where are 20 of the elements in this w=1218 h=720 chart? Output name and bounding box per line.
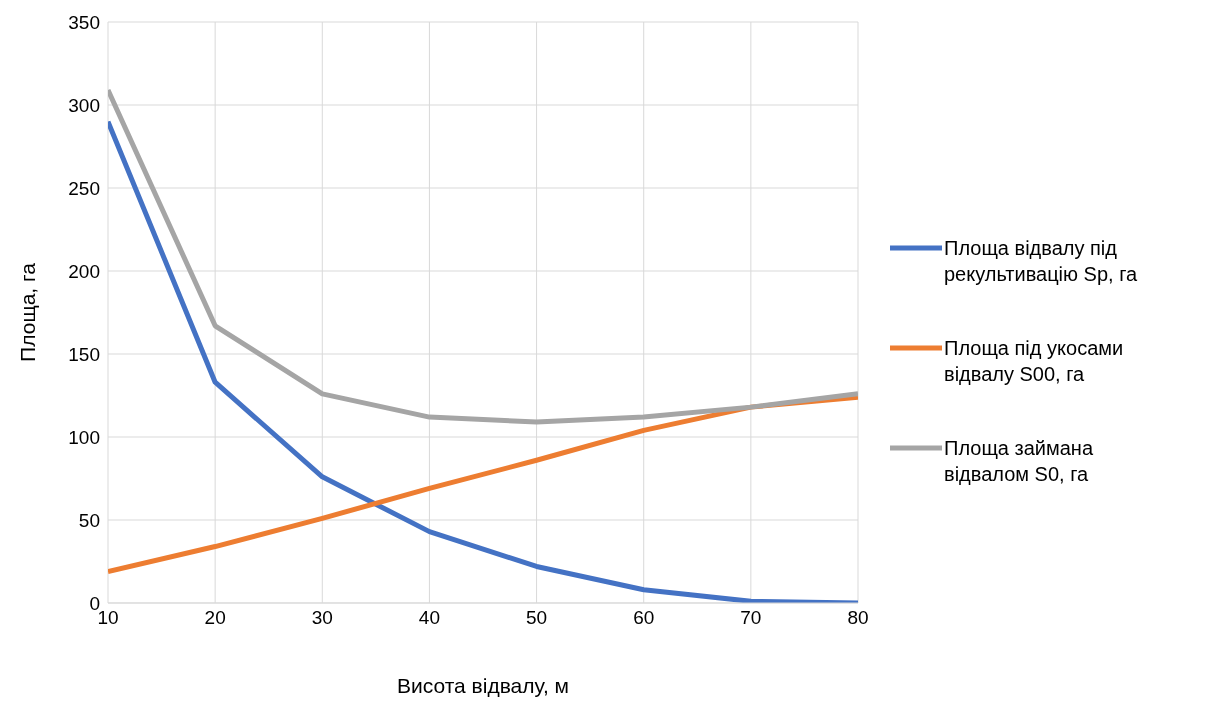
y-tick-label: 150 — [68, 343, 100, 365]
x-tick-label: 50 — [526, 607, 548, 629]
y-axis-title: Площа, га — [16, 262, 40, 362]
y-tick-label: 350 — [68, 11, 100, 33]
x-tick-label: 20 — [204, 607, 226, 629]
legend-label: Площа займана відвалом S0, га — [944, 435, 1095, 487]
x-tick-label: 40 — [418, 607, 440, 629]
y-tick-label: 300 — [68, 94, 100, 116]
legend-label: Площа відвалу під рекультивацію Sр, га — [944, 235, 1139, 287]
legend-label: Площа під укосами відвалу S00, га — [944, 335, 1125, 387]
x-tick-label: 30 — [311, 607, 333, 629]
y-tick-label: 200 — [68, 260, 100, 282]
y-tick-label: 100 — [68, 426, 100, 448]
x-tick-label: 80 — [847, 607, 869, 629]
x-tick-label: 70 — [740, 607, 762, 629]
y-tick-label: 0 — [89, 592, 100, 614]
x-tick-label: 60 — [633, 607, 655, 629]
y-tick-label: 250 — [68, 177, 100, 199]
x-axis-title: Висота відвалу, м — [396, 674, 570, 697]
y-tick-label: 50 — [78, 509, 100, 531]
